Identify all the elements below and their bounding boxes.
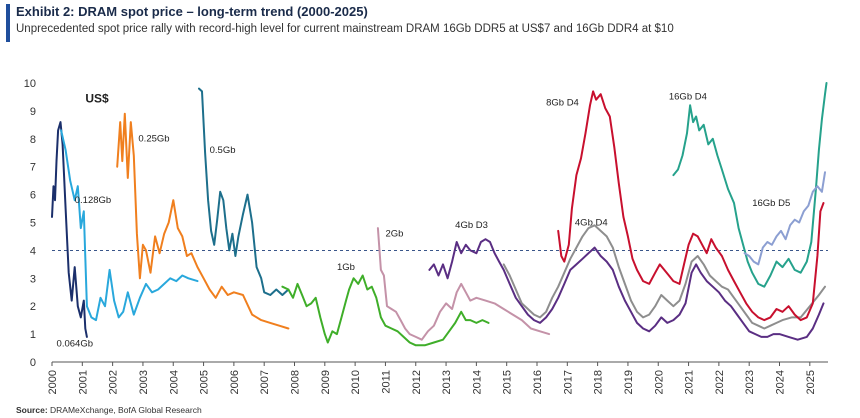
x-tick-label: 2008 [290,370,302,394]
x-tick-label: 2021 [684,370,696,394]
series-line-16gb-d5 [743,171,826,266]
x-tick-label: 2019 [623,370,635,394]
x-tick-label: 2009 [320,370,332,394]
y-unit-label: US$ [85,92,109,106]
series-label: 0.064Gb [57,339,93,350]
x-tick-label: 2017 [562,370,574,394]
series-line-4gb-d4 [502,224,826,330]
x-tick-label: 2011 [380,370,392,394]
source-text: DRAMeXchange, BofA Global Research [47,405,202,415]
series-line-4gb-d3 [428,238,825,341]
x-tick-label: 2020 [653,370,665,394]
source-label: Source: [16,405,48,415]
x-tick-label: 2024 [775,370,787,394]
x-tick-label: 2023 [744,370,756,394]
series-label: 4Gb D3 [455,220,488,231]
series-line-2gb [376,227,551,341]
series-label: 16Gb D5 [752,198,790,209]
x-tick-label: 2003 [138,370,150,394]
y-axis: 0 1 2 3 4 5 6 7 8 9 10 [24,78,36,369]
title-accent-bar [6,4,10,42]
x-tick-label: 2006 [229,370,241,394]
x-tick-label: 2014 [471,370,483,394]
series-layer [51,82,828,347]
y-tick-label: 7 [30,162,36,174]
series-label: 0.25Gb [138,134,169,145]
series-line-0-25gb [116,112,290,330]
series-line-0-128gb [60,129,199,322]
source-note: Source: DRAMeXchange, BofA Global Resear… [16,405,202,415]
y-tick-label: 0 [30,357,36,369]
x-tick-label: 2010 [350,370,362,394]
annotation-layer: US$ 0.128Gb 0.064Gb 0.25Gb 0.5Gb 1Gb 2Gb 4Gb D3… [57,92,791,350]
y-tick-label: 4 [30,245,36,257]
series-label: 4Gb D4 [575,217,608,228]
series-label: 8Gb D4 [546,97,579,108]
y-tick-label: 6 [30,190,36,202]
page-subtitle: Unprecedented spot price rally with reco… [16,23,674,35]
x-tick-label: 2004 [168,370,180,394]
x-axis: 2000 2001 2002 2003 2004 2005 2006 2007 2008 2009… [47,361,828,394]
series-line-0-064gb [51,121,88,338]
page-title: Exhibit 2: DRAM spot price – long-term t… [16,4,368,19]
x-tick-label: 2000 [47,370,59,394]
x-tick-label: 2016 [532,370,544,394]
y-tick-label: 5 [30,218,36,230]
series-label: 1Gb [337,262,355,273]
series-line-1gb [281,274,490,347]
x-tick-label: 2012 [411,370,423,394]
x-tick-label: 2007 [259,370,271,394]
y-tick-label: 8 [30,134,36,146]
series-label: 0.128Gb [75,195,111,206]
x-tick-label: 2018 [593,370,605,394]
series-line-0-5gb [198,87,290,296]
y-tick-label: 9 [30,106,36,118]
x-tick-label: 2002 [108,370,120,394]
y-tick-label: 1 [30,329,36,341]
x-tick-label: 2025 [805,370,817,394]
y-tick-label: 2 [30,301,36,313]
x-tick-label: 2015 [502,370,514,394]
series-line-8gb-d4 [557,90,825,322]
x-tick-label: 2013 [441,370,453,394]
series-label: 2Gb [385,228,403,239]
series-label: 0.5Gb [210,145,236,156]
x-tick-label: 2001 [77,370,89,394]
y-tick-label: 10 [24,78,36,90]
x-tick-label: 2005 [199,370,211,394]
y-tick-label: 3 [30,273,36,285]
x-tick-label: 2022 [714,370,726,394]
series-label: 16Gb D4 [669,92,707,103]
